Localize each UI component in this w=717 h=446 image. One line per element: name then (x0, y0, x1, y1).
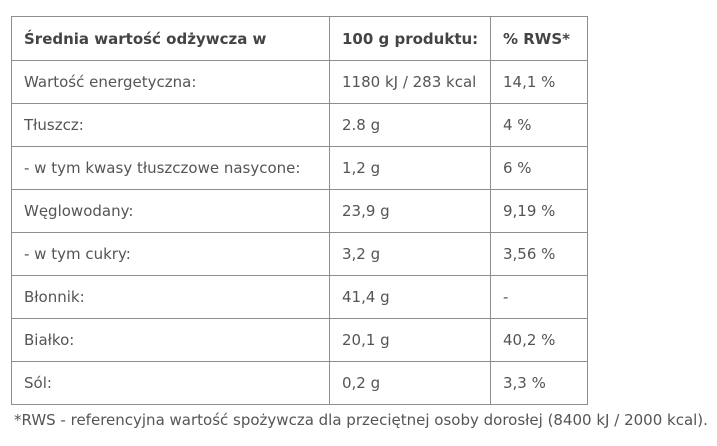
nutrient-name: Białko: (11, 318, 330, 362)
nutrient-rws: 3,56 % (490, 232, 588, 276)
nutrient-name: Wartość energetyczna: (11, 60, 330, 104)
nutrient-amount: 20,1 g (329, 318, 491, 362)
nutrient-name: Węglowodany: (11, 189, 330, 233)
header-per-100g: 100 g produktu: (329, 16, 491, 61)
nutrient-rws: 3,3 % (490, 361, 588, 405)
table-row: Białko: 20,1 g 40,2 % (11, 318, 588, 362)
table-row: Węglowodany: 23,9 g 9,19 % (11, 189, 588, 233)
nutrient-amount: 2.8 g (329, 103, 491, 147)
nutrition-table: Średnia wartość odżywcza w 100 g produkt… (11, 16, 588, 405)
table-row: Błonnik: 41,4 g - (11, 275, 588, 319)
nutrient-amount: 0,2 g (329, 361, 491, 405)
nutrient-amount: 3,2 g (329, 232, 491, 276)
nutrient-rws: 40,2 % (490, 318, 588, 362)
nutrient-amount: 1180 kJ / 283 kcal (329, 60, 491, 104)
nutrient-rws: 6 % (490, 146, 588, 190)
nutrient-name: - w tym cukry: (11, 232, 330, 276)
nutrient-amount: 1,2 g (329, 146, 491, 190)
header-rws-percent: % RWS* (490, 16, 588, 61)
table-row: - w tym cukry: 3,2 g 3,56 % (11, 232, 588, 276)
nutrient-name: Błonnik: (11, 275, 330, 319)
table-header-row: Średnia wartość odżywcza w 100 g produkt… (11, 16, 588, 61)
nutrient-amount: 41,4 g (329, 275, 491, 319)
nutrient-rws: - (490, 275, 588, 319)
nutrient-rws: 4 % (490, 103, 588, 147)
nutrient-amount: 23,9 g (329, 189, 491, 233)
table-row: Sól: 0,2 g 3,3 % (11, 361, 588, 405)
table-row: Wartość energetyczna: 1180 kJ / 283 kcal… (11, 60, 588, 104)
table-row: Tłuszcz: 2.8 g 4 % (11, 103, 588, 147)
nutrient-rws: 14,1 % (490, 60, 588, 104)
rws-footnote: *RWS - referencyjna wartość spożywcza dl… (14, 411, 708, 429)
header-nutrient: Średnia wartość odżywcza w (11, 16, 330, 61)
table-row: - w tym kwasy tłuszczowe nasycone: 1,2 g… (11, 146, 588, 190)
nutrient-name: Sól: (11, 361, 330, 405)
nutrient-rws: 9,19 % (490, 189, 588, 233)
nutrient-name: Tłuszcz: (11, 103, 330, 147)
nutrient-name: - w tym kwasy tłuszczowe nasycone: (11, 146, 330, 190)
